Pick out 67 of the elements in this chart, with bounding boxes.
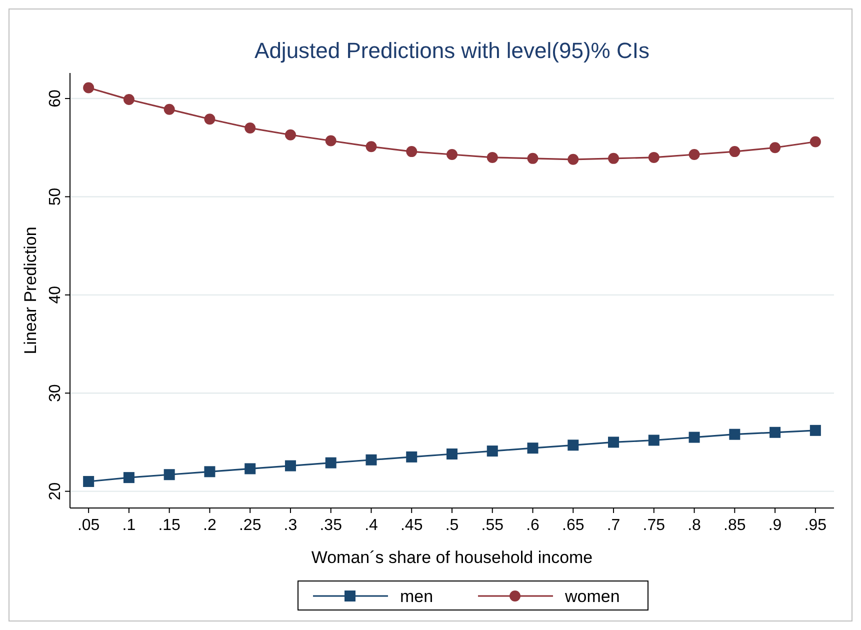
point bbox=[810, 136, 821, 148]
x-tick-label: .2 bbox=[203, 517, 216, 534]
point bbox=[568, 154, 579, 165]
point bbox=[83, 476, 94, 487]
point bbox=[284, 460, 296, 472]
y-tick-label: 30 bbox=[47, 384, 64, 402]
x-tick-label: .35 bbox=[320, 517, 342, 534]
point bbox=[810, 424, 821, 436]
chart-title: Adjusted Predictions with level(95)% CIs bbox=[254, 38, 650, 63]
point bbox=[406, 146, 418, 158]
point bbox=[729, 146, 740, 158]
point bbox=[770, 142, 781, 154]
legend-label: men bbox=[400, 587, 434, 606]
point bbox=[204, 466, 216, 478]
point bbox=[123, 472, 134, 484]
x-tick-label: .7 bbox=[606, 517, 620, 534]
point bbox=[688, 149, 700, 160]
x-tick-label: .55 bbox=[481, 517, 504, 534]
point bbox=[648, 152, 660, 163]
point bbox=[244, 122, 256, 134]
y-tick-label: 60 bbox=[47, 90, 64, 108]
point bbox=[608, 436, 620, 448]
x-tick-label: .1 bbox=[122, 517, 136, 534]
point bbox=[123, 94, 134, 106]
y-axis-title: Linear Prediction bbox=[21, 226, 40, 354]
point bbox=[164, 104, 175, 115]
x-tick-label: .6 bbox=[526, 517, 540, 534]
point bbox=[366, 454, 377, 466]
x-tick-label: .5 bbox=[445, 517, 459, 534]
point bbox=[688, 432, 700, 443]
point bbox=[568, 440, 579, 451]
point bbox=[648, 434, 660, 446]
x-tick-label: .8 bbox=[688, 517, 702, 534]
point bbox=[608, 152, 620, 164]
point bbox=[325, 135, 336, 146]
x-tick-label: .3 bbox=[284, 517, 298, 534]
point bbox=[284, 129, 296, 140]
y-tick-label: 20 bbox=[47, 482, 64, 500]
legend-label: women bbox=[564, 587, 620, 606]
y-tick-label: 40 bbox=[47, 286, 64, 304]
x-tick-label: .75 bbox=[642, 517, 666, 534]
x-axis-title: Woman´s share of household income bbox=[311, 548, 593, 567]
x-tick-label: .45 bbox=[400, 517, 423, 534]
x-tick-label: .95 bbox=[804, 517, 827, 534]
point bbox=[486, 152, 498, 163]
point bbox=[164, 469, 175, 480]
point bbox=[486, 446, 498, 457]
point bbox=[366, 141, 377, 152]
point bbox=[325, 457, 336, 468]
point bbox=[527, 442, 538, 454]
point bbox=[446, 149, 458, 160]
x-tick-label: .25 bbox=[238, 517, 262, 534]
point bbox=[527, 152, 538, 164]
x-tick-label: .65 bbox=[562, 517, 584, 534]
point bbox=[83, 82, 94, 94]
x-tick-label: .85 bbox=[724, 517, 746, 534]
x-tick-label: .4 bbox=[364, 517, 378, 534]
x-tick-label: .15 bbox=[158, 517, 181, 534]
x-tick-label: .9 bbox=[768, 517, 782, 534]
point bbox=[446, 448, 458, 460]
point bbox=[729, 428, 740, 440]
y-tick-label: 50 bbox=[47, 188, 64, 206]
point bbox=[406, 451, 418, 462]
point bbox=[204, 114, 216, 125]
point bbox=[770, 426, 781, 438]
x-tick-label: .05 bbox=[77, 517, 100, 534]
point bbox=[244, 463, 256, 474]
